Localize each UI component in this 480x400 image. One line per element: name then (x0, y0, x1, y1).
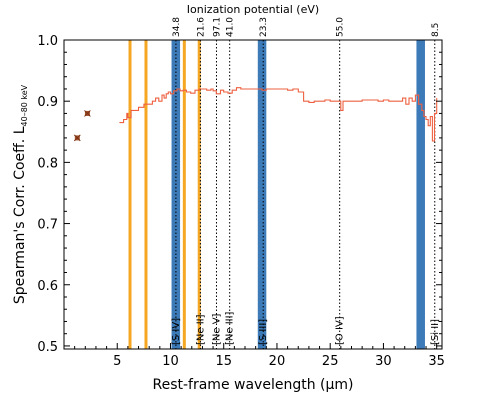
line-label: [O IV] (335, 316, 346, 345)
pah-band (128, 40, 132, 349)
ionization-label: 23.3 (259, 17, 269, 37)
plot-frame (63, 39, 443, 350)
x-tick-label: 5 (113, 354, 121, 369)
data-marker-cross (84, 110, 91, 117)
ion-band (416, 40, 425, 349)
x-tick-label: 25 (322, 354, 339, 369)
ionization-label: 97.1 (212, 17, 222, 37)
series-layer (119, 87, 438, 142)
y-axis-title: Spearman's Corr. Coeff. L40–80 keV (12, 84, 29, 304)
ionization-label: 8.5 (431, 23, 441, 37)
band-layer (128, 40, 425, 349)
x-tick-label: 10 (162, 354, 179, 369)
pah-band (144, 40, 148, 349)
y-tick-label: 0.8 (37, 156, 58, 171)
y-tick-label: 0.5 (37, 340, 58, 355)
data-marker-cross (73, 134, 81, 142)
ion-band (257, 40, 267, 349)
top-axis-title: Ionization potential (eV) (187, 3, 319, 16)
tick-layer (64, 39, 442, 349)
ionization-label: 55.0 (336, 17, 346, 37)
y-axis-title-group: Spearman's Corr. Coeff. L40–80 keV (12, 84, 29, 304)
line-label: [S IV] (171, 318, 182, 345)
line-label: [Si II] (430, 319, 441, 345)
y-tick-label: 0.9 (37, 95, 58, 110)
ionization-label: 41.0 (226, 17, 236, 37)
y-tick-label: 0.7 (37, 218, 58, 233)
ionization-label: 21.6 (196, 17, 206, 37)
x-tick-label: 20 (269, 354, 286, 369)
x-tick-label: 15 (215, 354, 232, 369)
line-label: [Ne V] (211, 313, 222, 345)
x-tick-label: 30 (375, 354, 392, 369)
correlation-series (119, 87, 438, 142)
marker-layer (73, 110, 91, 142)
line-label: [S III] (258, 319, 269, 345)
x-axis-title: Rest-frame wavelength (μm) (153, 377, 354, 393)
emission-line-layer (175, 40, 436, 349)
y-tick-label: 1.0 (37, 34, 58, 49)
line-label: [Ne III] (225, 311, 236, 345)
pah-band (197, 40, 201, 349)
x-tick-label: 35 (428, 354, 445, 369)
y-axis-title-subscript: 40–80 keV (20, 84, 29, 126)
y-axis-title-main: Spearman's Corr. Coeff. L (12, 126, 28, 304)
pah-band (182, 40, 186, 349)
line-label: [Ne II] (195, 314, 206, 345)
y-tick-label: 0.6 (37, 279, 58, 294)
label-layer: 34.8 [S IV] 21.6 [Ne II] 97.1 [Ne V] 41.0 [Ne I… (37, 17, 445, 369)
ionization-label: 34.8 (172, 17, 182, 37)
